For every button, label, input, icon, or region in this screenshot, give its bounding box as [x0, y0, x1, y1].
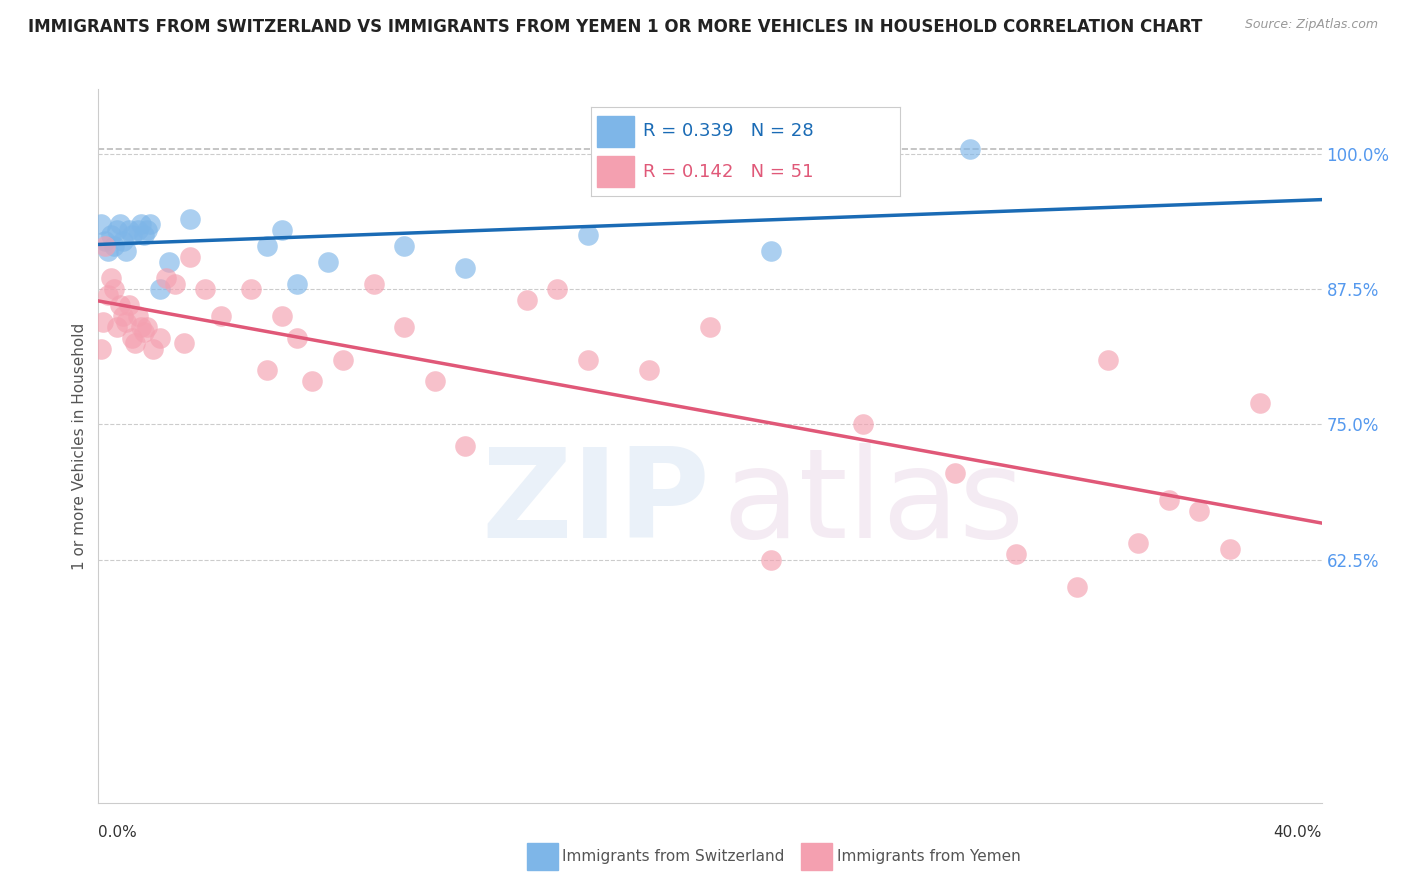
Point: [363, 277, 385, 291]
Point: [108, 218, 131, 232]
Point: [423, 374, 446, 388]
Point: [129, 320, 152, 334]
Point: [105, 223, 128, 237]
Point: [90, 342, 112, 356]
Point: [638, 363, 661, 377]
Point: [1250, 396, 1272, 410]
Point: [97, 287, 120, 301]
Point: [136, 223, 159, 237]
Point: [103, 282, 125, 296]
Point: [149, 282, 172, 296]
Point: [90, 218, 112, 232]
Point: [761, 552, 783, 566]
Point: [179, 211, 201, 226]
Bar: [596, 116, 634, 147]
Point: [209, 310, 232, 324]
Point: [108, 298, 131, 312]
Point: [256, 239, 278, 253]
Point: [100, 271, 122, 285]
Point: [100, 228, 122, 243]
Point: [1066, 580, 1088, 594]
Point: [270, 223, 294, 237]
Point: [761, 244, 783, 259]
Text: R = 0.142   N = 51: R = 0.142 N = 51: [643, 163, 814, 181]
Text: 0.0%: 0.0%: [98, 825, 138, 840]
Point: [576, 228, 599, 243]
Point: [93, 239, 115, 253]
Text: 40.0%: 40.0%: [1274, 825, 1322, 840]
Point: [124, 336, 146, 351]
Point: [270, 310, 294, 324]
Bar: [596, 156, 634, 187]
Point: [454, 439, 477, 453]
Point: [256, 363, 278, 377]
Point: [454, 260, 477, 275]
Point: [163, 277, 186, 291]
Point: [943, 466, 966, 480]
Point: [1128, 536, 1150, 550]
Point: [1157, 493, 1180, 508]
Point: [173, 336, 195, 351]
Point: [285, 277, 308, 291]
Point: [127, 310, 149, 324]
Text: ZIP: ZIP: [481, 442, 710, 564]
Point: [516, 293, 538, 307]
Point: [97, 244, 120, 259]
Point: [1219, 541, 1241, 556]
Text: IMMIGRANTS FROM SWITZERLAND VS IMMIGRANTS FROM YEMEN 1 OR MORE VEHICLES IN HOUSE: IMMIGRANTS FROM SWITZERLAND VS IMMIGRANT…: [28, 18, 1202, 36]
Point: [91, 315, 114, 329]
Point: [157, 255, 180, 269]
Point: [285, 331, 308, 345]
Point: [576, 352, 599, 367]
Text: Immigrants from Switzerland: Immigrants from Switzerland: [562, 849, 785, 863]
Point: [127, 223, 149, 237]
Text: R = 0.339   N = 28: R = 0.339 N = 28: [643, 122, 814, 140]
Point: [118, 298, 141, 312]
Point: [392, 320, 416, 334]
Point: [129, 218, 152, 232]
Point: [1097, 352, 1119, 367]
Point: [392, 239, 416, 253]
Point: [546, 282, 568, 296]
Point: [136, 320, 159, 334]
Point: [142, 342, 165, 356]
Point: [332, 352, 354, 367]
Point: [301, 374, 323, 388]
Point: [111, 310, 134, 324]
Point: [1004, 547, 1026, 561]
Text: Immigrants from Yemen: Immigrants from Yemen: [837, 849, 1021, 863]
Point: [105, 320, 128, 334]
Y-axis label: 1 or more Vehicles in Household: 1 or more Vehicles in Household: [72, 322, 87, 570]
Point: [149, 331, 172, 345]
Point: [155, 271, 177, 285]
Point: [959, 142, 981, 156]
Point: [93, 234, 115, 248]
Point: [118, 223, 141, 237]
Point: [240, 282, 263, 296]
Point: [316, 255, 339, 269]
Point: [115, 244, 138, 259]
Point: [1188, 504, 1211, 518]
Point: [121, 331, 143, 345]
Point: [139, 218, 162, 232]
Point: [194, 282, 217, 296]
Text: atlas: atlas: [723, 442, 1025, 564]
Point: [134, 326, 156, 340]
Point: [111, 234, 134, 248]
Point: [115, 315, 138, 329]
Point: [699, 320, 721, 334]
Point: [852, 417, 875, 432]
Point: [179, 250, 201, 264]
Text: Source: ZipAtlas.com: Source: ZipAtlas.com: [1244, 18, 1378, 31]
Point: [103, 239, 125, 253]
Point: [121, 228, 143, 243]
Point: [134, 228, 156, 243]
